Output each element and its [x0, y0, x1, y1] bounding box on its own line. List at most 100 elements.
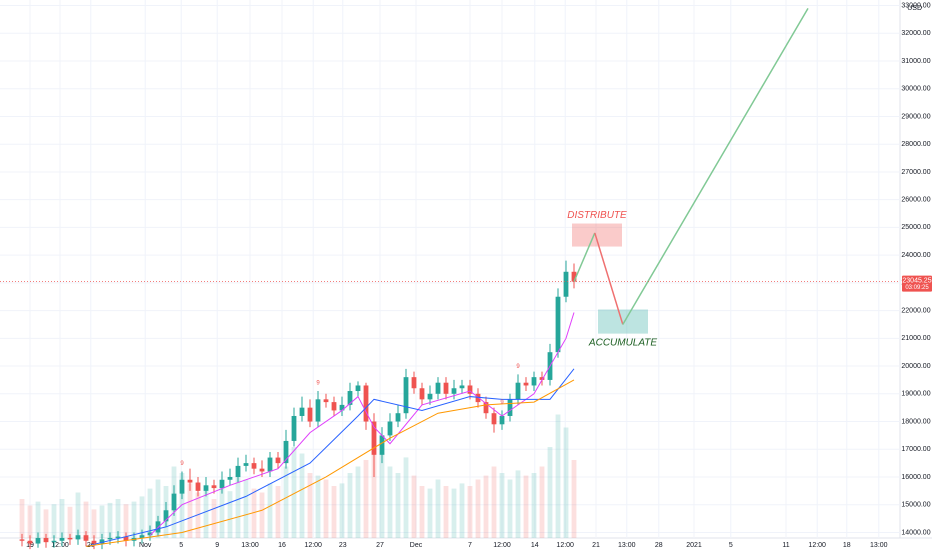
x-tick-label: 28: [655, 542, 663, 549]
x-tick-label: Nov: [139, 542, 152, 549]
candle-body: [187, 479, 193, 483]
signal-label: 9: [516, 364, 520, 370]
projection-segment: [622, 7, 809, 325]
zone-box: [598, 309, 648, 334]
candle-body: [379, 435, 385, 455]
candle-body: [91, 540, 97, 544]
volume-bar: [67, 506, 73, 538]
volume-bar: [315, 475, 321, 538]
volume-bar: [195, 492, 201, 538]
candle-body: [307, 407, 313, 422]
candle-body: [243, 463, 249, 466]
candle-body: [155, 521, 161, 533]
volume-bar: [411, 475, 417, 538]
volume-bar: [555, 414, 561, 538]
candle-body: [563, 271, 569, 297]
x-tick-label: 12:00: [493, 542, 511, 549]
signal-label: 9: [500, 400, 504, 406]
candle-body: [323, 399, 329, 403]
volume: [19, 414, 577, 538]
volume-bar: [83, 501, 89, 538]
volume-bar: [99, 505, 105, 538]
currency-label: USD: [907, 5, 922, 12]
countdown-label: 03:09:25: [905, 285, 929, 291]
volume-bar: [259, 492, 265, 538]
candle-body: [75, 535, 81, 540]
volume-bar: [51, 504, 57, 538]
volume-bar: [475, 479, 481, 538]
x-tick-label: 18: [843, 542, 851, 549]
x-tick-label: 9: [215, 542, 219, 549]
signal-label: 9: [316, 381, 320, 387]
candle-body: [355, 385, 361, 392]
candle-body: [267, 457, 273, 472]
candle-body: [475, 393, 481, 403]
candle-body: [219, 479, 225, 489]
volume-bar: [123, 504, 129, 538]
volume-bar: [403, 457, 409, 538]
volume-bar: [307, 473, 313, 538]
candle-body: [171, 493, 177, 511]
volume-bar: [427, 488, 433, 538]
y-tick-label: 22000.00: [901, 307, 930, 314]
y-tick-label: 33000.00: [901, 2, 930, 9]
volume-bar: [347, 473, 353, 538]
volume-bar: [459, 483, 465, 538]
candle-body: [507, 399, 513, 416]
candle-body: [515, 382, 521, 400]
x-tick-label: 13:00: [618, 542, 636, 549]
candle-body: [523, 382, 529, 386]
candle-body: [107, 538, 113, 540]
candle-body: [299, 407, 305, 416]
volume-bar: [291, 447, 297, 538]
candle-body: [443, 382, 449, 394]
volume-bar: [179, 473, 185, 538]
volume-bar: [131, 501, 137, 538]
volume-bar: [387, 466, 393, 538]
projection-segment: [573, 232, 596, 282]
x-tick-label: 7: [468, 542, 472, 549]
volume-bar: [147, 488, 153, 538]
volume-bar: [363, 460, 369, 538]
y-tick-label: 30000.00: [901, 86, 930, 93]
volume-bar: [355, 466, 361, 538]
last-price-tag: [902, 275, 932, 292]
volume-bar: [251, 488, 257, 538]
candle-body: [499, 415, 505, 425]
last-price-label: 23045.25: [902, 277, 931, 284]
y-tick-label: 16000.00: [901, 474, 930, 481]
candle-body: [315, 399, 321, 422]
volume-bar: [499, 473, 505, 538]
volume-bar: [507, 479, 513, 538]
x-tick-label: 12:00: [304, 542, 322, 549]
x-tick-label: 12:00: [808, 542, 826, 549]
candle-body: [539, 377, 545, 380]
volume-bar: [219, 486, 225, 538]
candle-body: [147, 532, 153, 536]
candle-body: [467, 385, 473, 394]
x-tick-label: 2021: [686, 542, 702, 549]
moving-average: [149, 312, 575, 536]
volume-bar: [379, 453, 385, 538]
candle-body: [491, 413, 497, 425]
volume-bar: [299, 453, 305, 538]
candle-body: [275, 457, 281, 464]
volume-bar: [211, 499, 217, 538]
volume-bar: [331, 486, 337, 538]
y-tick-label: 29000.00: [901, 113, 930, 120]
x-tick-label: 27: [376, 542, 384, 549]
candle-body: [163, 510, 169, 522]
candle-body: [259, 468, 265, 472]
candle-body: [459, 385, 465, 389]
candle-body: [211, 485, 217, 489]
candle-body: [291, 415, 297, 441]
volume-bar: [43, 509, 49, 538]
volume-bar: [539, 466, 545, 538]
y-tick-label: 17000.00: [901, 446, 930, 453]
y-tick-label: 27000.00: [901, 169, 930, 176]
candle-body: [403, 377, 409, 414]
candle-body: [483, 402, 489, 414]
volume-bar: [451, 488, 457, 538]
